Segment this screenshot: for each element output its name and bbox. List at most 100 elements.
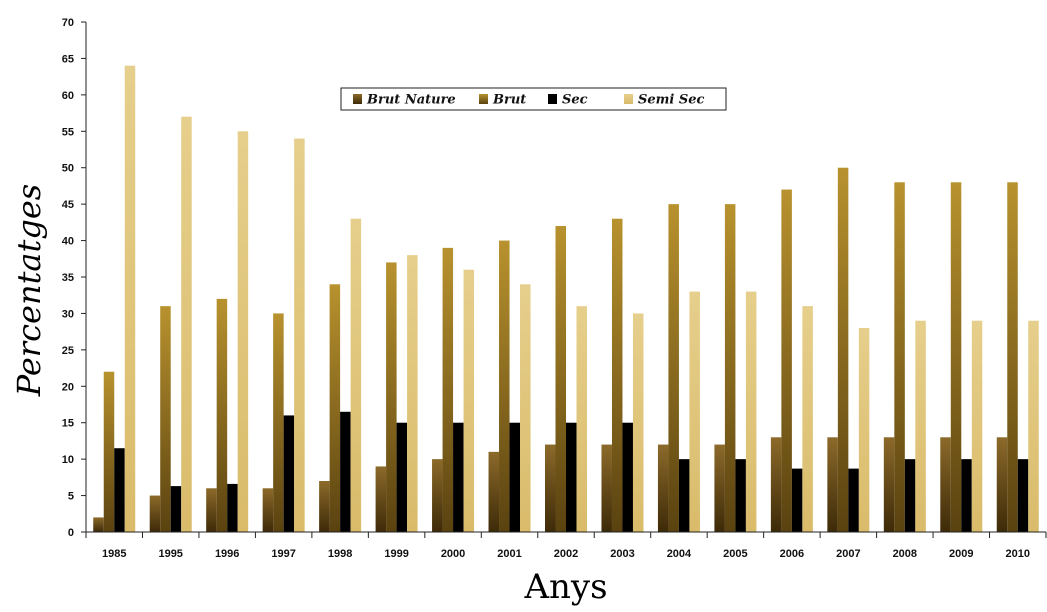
x-tick-label: 2008 — [893, 548, 917, 560]
x-tick-label: 2007 — [836, 548, 860, 560]
bar-brut-nature-2008 — [883, 437, 895, 532]
bar-brut-nature-2001 — [488, 451, 500, 532]
bar-brut-nature-1997 — [262, 488, 274, 532]
x-tick-label: 1997 — [271, 548, 295, 560]
bar-brut-1995 — [160, 306, 171, 532]
bar-sec-2006 — [791, 468, 803, 532]
bar-brut-nature-1999 — [375, 466, 387, 532]
y-tick-label: 70 — [62, 17, 74, 29]
bar-sec-2005 — [735, 459, 746, 532]
bar-brut-nature-2005 — [714, 444, 725, 532]
x-axis-title: Anys — [523, 567, 607, 607]
bar-sec-2004 — [678, 459, 690, 532]
bar-semi-sec-2002 — [576, 306, 587, 532]
legend-box — [340, 87, 727, 111]
bar-brut-2006 — [781, 189, 792, 532]
bar-sec-1998 — [340, 411, 351, 532]
x-tick-label: 2005 — [723, 548, 747, 560]
y-tick-label: 40 — [62, 236, 74, 248]
bar-sec-1999 — [396, 422, 408, 532]
bar-semi-sec-1996 — [237, 131, 249, 533]
x-tick-label: 2006 — [780, 548, 804, 560]
bar-brut-nature-1985 — [93, 517, 104, 532]
bar-sec-1985 — [114, 448, 125, 532]
y-ticks: 0 5 10 15 20 25 30 35 40 45 50 55 60 65 70 — [62, 17, 86, 539]
bar-semi-sec-1985 — [124, 65, 136, 533]
bar-sec-1997 — [283, 415, 295, 532]
bar-brut-1996 — [216, 298, 228, 532]
x-tick-label: 2003 — [610, 548, 634, 560]
x-tick-label: 1999 — [384, 548, 408, 560]
bar-semi-sec-2001 — [520, 284, 531, 532]
bar-semi-sec-2006 — [802, 306, 813, 532]
bar-sec-2010 — [1017, 459, 1029, 532]
x-tick-label: 1996 — [215, 548, 239, 560]
bar-brut-2001 — [499, 240, 510, 532]
bar-semi-sec-2004 — [689, 291, 700, 532]
bar-brut-1985 — [103, 371, 115, 532]
bar-brut-nature-2006 — [770, 437, 782, 532]
bar-brut-1999 — [386, 262, 397, 532]
y-tick-label: 5 — [68, 491, 74, 503]
y-tick-label: 30 — [62, 308, 74, 320]
bar-sec-2008 — [904, 459, 916, 532]
x-tick-label: 2010 — [1006, 548, 1030, 560]
bar-brut-2004 — [668, 204, 679, 532]
y-tick-label: 55 — [62, 126, 74, 138]
x-tick-label: 1995 — [158, 548, 182, 560]
bar-sec-2000 — [453, 422, 464, 532]
y-tick-label: 35 — [62, 272, 74, 284]
y-tick-label: 60 — [62, 90, 74, 102]
bar-brut-nature-1995 — [149, 495, 161, 532]
bar-brut-nature-2002 — [545, 444, 556, 532]
bar-brut-2002 — [555, 226, 566, 532]
y-tick-label: 45 — [62, 199, 74, 211]
legend-label-brut-nature: Brut Nature — [366, 93, 456, 108]
x-ticks: 1985 1995 1996 1997 1998 1999 2000 2001 2002 2003… — [85, 532, 1047, 560]
bar-brut-nature-2004 — [657, 444, 669, 532]
bar-brut-nature-2010 — [996, 437, 1008, 532]
y-tick-label: 15 — [62, 418, 74, 430]
bar-sec-1996 — [227, 483, 238, 532]
x-tick-label: 1998 — [328, 548, 352, 560]
legend-swatch-sec — [548, 94, 557, 104]
bar-brut-nature-2007 — [827, 437, 838, 532]
bar-brut-nature-2009 — [940, 437, 951, 532]
legend-swatch-brut — [479, 94, 488, 104]
bar-brut-2009 — [950, 182, 962, 533]
y-tick-label: 50 — [62, 163, 74, 175]
y-tick-label: 25 — [62, 345, 74, 357]
legend-label-sec: Sec — [562, 93, 588, 108]
bar-brut-1997 — [273, 313, 284, 532]
x-tick-label: 2001 — [497, 548, 521, 560]
legend-swatch-brut-nature — [353, 94, 362, 104]
y-tick-label: 10 — [62, 454, 74, 466]
bar-semi-sec-1995 — [181, 116, 192, 533]
y-tick-label: 20 — [62, 381, 74, 393]
bar-sec-2007 — [848, 468, 859, 532]
bar-sec-2003 — [622, 422, 633, 532]
bar-sec-2009 — [961, 459, 972, 532]
bar-brut-2008 — [894, 182, 905, 533]
bar-brut-2003 — [611, 218, 623, 532]
bar-brut-2000 — [442, 247, 454, 533]
bar-semi-sec-2009 — [971, 320, 983, 532]
x-tick-label: 2009 — [949, 548, 973, 560]
y-tick-label: 0 — [68, 527, 74, 539]
bar-semi-sec-2010 — [1028, 320, 1039, 532]
bar-sec-2002 — [566, 422, 577, 532]
bar-semi-sec-2008 — [915, 320, 926, 532]
legend-label-brut: Brut — [492, 93, 526, 108]
bar-semi-sec-1998 — [350, 218, 362, 532]
bar-brut-nature-2003 — [601, 444, 612, 532]
bar-semi-sec-1997 — [294, 138, 305, 532]
bar-semi-sec-2000 — [463, 269, 475, 532]
bar-brut-2010 — [1007, 182, 1018, 533]
x-tick-label: 1985 — [102, 548, 126, 560]
bar-semi-sec-2005 — [745, 291, 757, 532]
bar-sec-2001 — [509, 422, 521, 532]
x-tick-label: 2000 — [441, 548, 465, 560]
bar-brut-1998 — [329, 284, 341, 532]
